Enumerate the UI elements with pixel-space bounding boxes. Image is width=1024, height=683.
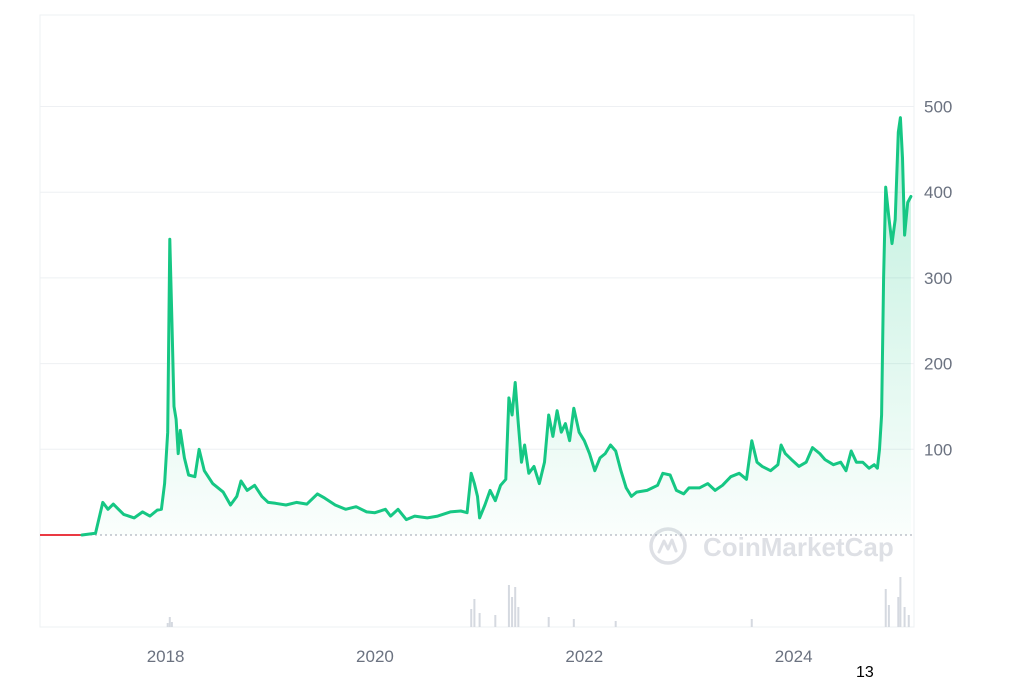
volume-bar: [507, 585, 510, 627]
price-line: [80, 116, 913, 537]
volume-bar: [750, 619, 753, 627]
volume-bar: [547, 617, 550, 627]
watermark-text: CoinMarketCap: [703, 532, 894, 562]
y-tick-label-400: 400: [924, 183, 952, 202]
volume-bar: [478, 613, 481, 627]
y-tick-label-100: 100: [924, 440, 952, 459]
page-number: 13: [856, 664, 874, 681]
volume-bar: [170, 622, 173, 627]
x-tick-label-2020: 2020: [356, 647, 394, 666]
y-tick-label-500: 500: [924, 98, 952, 117]
coinmarketcap-logo-icon: [649, 527, 687, 565]
x-tick-label-2022: 2022: [565, 647, 603, 666]
x-tick-label-2024: 2024: [775, 647, 813, 666]
x-tick-label-2018: 2018: [147, 647, 185, 666]
volume-bar: [514, 587, 517, 627]
volume-bar: [511, 597, 514, 627]
volume-bar: [897, 597, 900, 627]
watermark: CoinMarketCap: [649, 527, 894, 565]
volume-bar: [614, 621, 617, 627]
volume-bar: [473, 599, 476, 627]
volume-bar: [572, 619, 575, 627]
volume-bar: [907, 615, 910, 627]
volume-bar: [887, 605, 890, 627]
volume-bar: [884, 589, 887, 627]
volume-bar: [168, 617, 171, 627]
volume-bar: [903, 607, 906, 627]
volume-bar: [470, 609, 473, 627]
volume-bars: [166, 577, 910, 627]
volume-bar: [494, 615, 497, 627]
volume-bar: [517, 607, 520, 627]
volume-bar: [166, 623, 169, 627]
plot-frame: [39, 14, 915, 628]
x-axis-labels: 2018 2020 2022 2024: [147, 647, 813, 666]
y-tick-label-200: 200: [924, 355, 952, 374]
volume-bar: [899, 577, 902, 627]
y-tick-label-300: 300: [924, 269, 952, 288]
gridlines: [40, 106, 914, 450]
y-axis-labels: 100 200 300 400 500: [924, 98, 952, 460]
